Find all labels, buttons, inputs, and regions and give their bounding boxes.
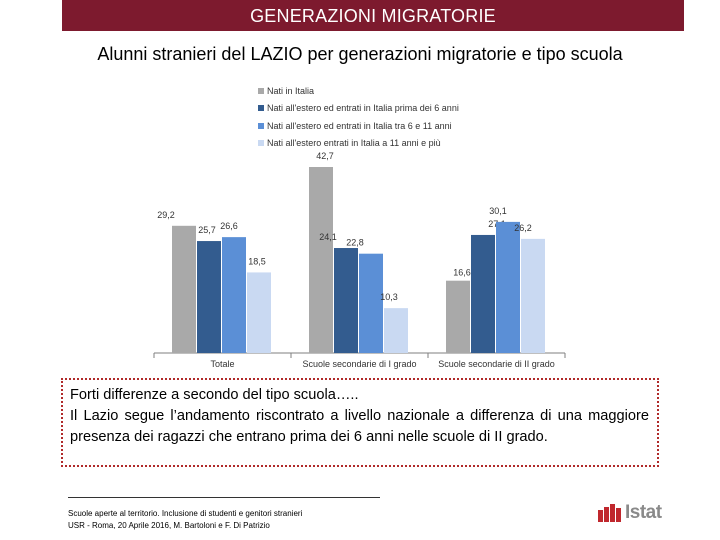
bar-s2-c0 <box>222 237 246 353</box>
bar-s2-c1 <box>359 253 383 353</box>
bar-s2-c2 <box>496 221 520 353</box>
data-label-s2-c1: 22,8 <box>346 238 364 248</box>
data-label-s3-c1: 10,3 <box>380 292 398 302</box>
data-label-s1-c1: 24,1 <box>319 232 337 242</box>
footer-divider <box>68 497 380 498</box>
legend-label-2: Nati all'estero ed entrati in Italia tra… <box>267 120 452 131</box>
legend-swatch-2 <box>258 122 264 129</box>
header-bar: GENERAZIONI MIGRATORIE <box>62 0 684 31</box>
category-label-0: Totale <box>210 359 234 369</box>
footer: Scuole aperte al territorio. Inclusione … <box>68 508 302 532</box>
footer-line-1: Scuole aperte al territorio. Inclusione … <box>68 509 303 518</box>
legend-item-0: Nati in Italia <box>258 82 459 100</box>
chart-title: Alunni stranieri del LAZIO per generazio… <box>97 44 623 64</box>
note-box: Forti differenze a secondo del tipo scuo… <box>61 378 659 467</box>
bar-s0-c1 <box>309 167 333 353</box>
bar-s1-c1 <box>334 248 358 353</box>
data-label-s3-c2: 26,2 <box>514 223 532 233</box>
bar-s0-c0 <box>172 225 196 353</box>
bar-s0-c2 <box>446 280 470 353</box>
bar-s3-c1 <box>384 308 408 353</box>
bar-s3-c0 <box>247 272 271 353</box>
data-label-s1-c0: 25,7 <box>198 225 216 235</box>
data-label-s0-c0: 29,2 <box>157 210 175 220</box>
istat-logo: Istat <box>598 502 662 524</box>
data-label-s3-c0: 18,5 <box>248 256 266 266</box>
legend-item-2: Nati all'estero ed entrati in Italia tra… <box>258 117 459 135</box>
category-label-2: Scuole secondarie di II grado <box>438 359 555 369</box>
istat-logo-icon <box>598 504 621 522</box>
legend-swatch-3 <box>258 140 264 147</box>
legend-label-0: Nati in Italia <box>267 85 315 96</box>
footer-line-2: USR - Roma, 20 Aprile 2016, M. Bartoloni… <box>68 521 270 530</box>
bar-s1-c0 <box>197 241 221 353</box>
note-headline: Forti differenze a secondo del tipo scuo… <box>70 387 359 403</box>
bar-s3-c2 <box>521 238 545 353</box>
data-label-s0-c2: 16,6 <box>453 268 471 278</box>
data-label-s0-c1: 42,7 <box>316 151 334 161</box>
bar-s1-c2 <box>471 234 495 353</box>
legend-item-3: Nati all'estero entrati in Italia a 11 a… <box>258 135 459 153</box>
note-body: Il Lazio segue l’andamento riscontrato a… <box>70 408 649 445</box>
legend-swatch-0 <box>258 87 264 94</box>
legend-swatch-1 <box>258 105 264 112</box>
legend-label-3: Nati all'estero entrati in Italia a 11 a… <box>267 138 441 149</box>
legend-item-1: Nati all'estero ed entrati in Italia pri… <box>258 100 459 118</box>
data-label-s2-c0: 26,6 <box>220 221 238 231</box>
legend-label-1: Nati all'estero ed entrati in Italia pri… <box>267 103 459 114</box>
category-label-1: Scuole secondarie di I grado <box>302 359 416 369</box>
header-title: GENERAZIONI MIGRATORIE <box>250 6 496 26</box>
data-label-s2-c2: 30,1 <box>489 206 507 216</box>
chart-legend: Nati in Italia Nati all'estero ed entrati… <box>258 82 459 152</box>
bar-chart: 29,242,716,625,724,127,126,622,830,118,5… <box>153 151 566 369</box>
istat-logo-text: Istat <box>625 502 662 523</box>
